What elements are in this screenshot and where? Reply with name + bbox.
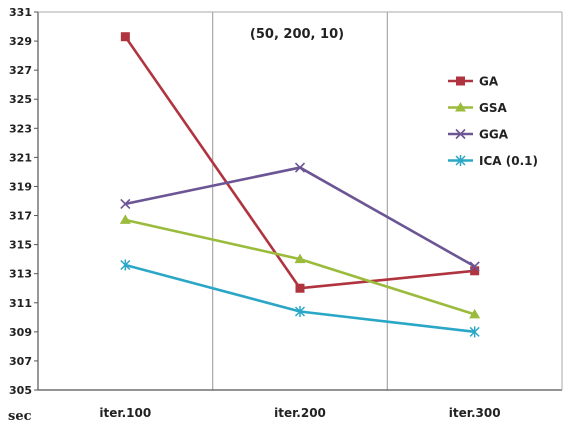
chart-title: (50, 200, 10): [250, 27, 344, 42]
x-tick-label: iter.100: [99, 406, 151, 420]
legend-item-ica-0-1: ICA (0.1): [448, 154, 538, 168]
series-ica-0-1: [120, 259, 480, 338]
legend-label: GA: [479, 75, 499, 89]
legend: GA GSA GGA ICA (0.1): [448, 75, 538, 168]
data-point-ga: [295, 283, 305, 293]
data-point-ica-0-1: [469, 326, 480, 338]
series-group: [119, 32, 481, 338]
legend-marker: [456, 76, 465, 86]
y-tick-label: 331: [9, 6, 32, 19]
y-tick-label: 321: [9, 151, 32, 164]
legend-item-gga: GGA: [448, 128, 509, 142]
grid-lines: [212, 12, 388, 390]
legend-label: ICA (0.1): [479, 154, 538, 168]
y-tick-labels: 305 307 309 311 313 315 317 319 321 323 325 327 329 3…: [9, 6, 32, 397]
data-point-ga: [120, 32, 130, 42]
series-line-gga: [125, 166, 476, 268]
y-tick-label: 309: [9, 326, 32, 339]
y-tick-label: 317: [9, 210, 32, 223]
series-line-ga: [124, 35, 475, 290]
data-point-gsa: [119, 214, 131, 224]
legend-marker: [455, 102, 466, 112]
data-point-gsa: [294, 253, 306, 264]
y-tick-label: 305: [9, 384, 32, 397]
x-tick-label: iter.200: [274, 406, 326, 420]
legend-item-ga: GA: [448, 75, 499, 89]
legend-label: GGA: [479, 128, 509, 142]
y-tick-label: 311: [9, 297, 32, 310]
y-tick-label: 307: [9, 355, 32, 368]
legend-marker: [455, 155, 466, 166]
axes: [34, 11, 563, 391]
y-tick-label: 329: [9, 35, 32, 48]
y-tick-label: 327: [9, 64, 32, 77]
legend-marker: [455, 128, 466, 140]
data-point-gga: [120, 198, 131, 209]
data-point-ica-0-1: [120, 259, 131, 271]
x-tick-label: iter.300: [449, 406, 501, 420]
x-tick-labels: iter.100 iter.200 iter.300: [99, 406, 500, 420]
data-point-ica-0-1: [294, 305, 306, 317]
y-tick-label: 315: [9, 239, 32, 252]
y-tick-label: 325: [9, 93, 32, 106]
data-point-gga: [469, 261, 480, 272]
series-line-gsa: [125, 218, 476, 316]
y-tick-label: 319: [9, 180, 32, 193]
legend-item-gsa: GSA: [448, 101, 507, 115]
series-gga: [120, 162, 480, 272]
series-ga: [120, 32, 480, 293]
legend-label: GSA: [479, 101, 507, 115]
data-point-gsa: [469, 308, 481, 319]
y-axis-label: sec: [8, 409, 32, 424]
data-point-gga: [294, 162, 306, 173]
y-tick-label: 313: [9, 268, 32, 281]
data-point-ga: [470, 266, 480, 276]
series-gsa: [119, 214, 481, 319]
y-tick-label: 323: [9, 122, 32, 135]
